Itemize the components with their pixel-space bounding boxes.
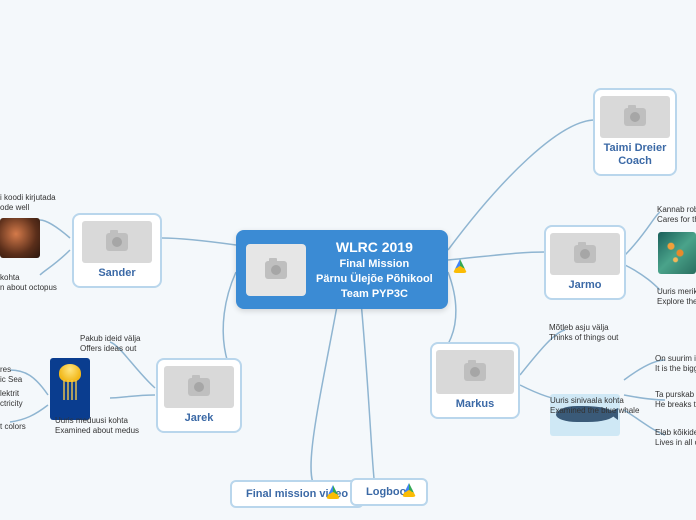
camera-icon — [265, 261, 287, 279]
markus-node[interactable]: Markus — [430, 342, 520, 419]
jarek-label: Jarek — [185, 412, 214, 425]
jarek-note-bot3: t colors — [0, 422, 26, 432]
center-title-block: WLRC 2019 Final Mission Pärnu Ülejõe Põh… — [316, 238, 433, 301]
sander-note-bot: kohta n about octopus — [0, 273, 57, 293]
coach-label: Taimi Dreier Coach — [604, 142, 667, 168]
markus-note-r1: On suurim ima It is the bigge — [655, 354, 696, 374]
jarek-note-mid1: res ic Sea — [0, 365, 22, 385]
sander-node[interactable]: Sander — [72, 213, 162, 288]
markus-note-bot: Uuris sinivaala kohta Examined the blue … — [550, 396, 639, 416]
camera-icon — [464, 363, 486, 381]
markus-note-r2: Ta purskab pe He breaks the — [655, 390, 696, 410]
gdrive-icon[interactable] — [453, 259, 467, 273]
center-line4: Team PYP3C — [316, 287, 433, 302]
sander-placeholder — [82, 221, 152, 263]
camera-icon — [188, 378, 210, 396]
center-title: WLRC 2019 — [316, 238, 433, 257]
center-line3: Pärnu Ülejõe Põhikool — [316, 272, 433, 287]
sander-label: Sander — [98, 267, 135, 280]
jarek-node[interactable]: Jarek — [156, 358, 242, 433]
coach-node[interactable]: Taimi Dreier Coach — [593, 88, 677, 176]
jarek-placeholder — [164, 366, 234, 408]
jarmo-note-bot: Uuris merikilp Explore the s — [657, 287, 696, 307]
jellyfish-thumb — [50, 358, 90, 420]
center-image-placeholder — [246, 244, 306, 296]
final-mission-video-link[interactable]: Final mission video — [230, 480, 364, 508]
jarmo-placeholder — [550, 233, 620, 275]
markus-note-r3: Elab kõikides o Lives in all oce — [655, 428, 696, 448]
jarek-note-bot: Uuris meduusi kohta Examined about medus — [55, 416, 139, 436]
center-line2: Final Mission — [316, 257, 433, 272]
camera-icon — [106, 233, 128, 251]
logbook-link[interactable]: Logbook — [350, 478, 428, 506]
coach-name: Taimi Dreier — [604, 142, 667, 155]
center-node[interactable]: WLRC 2019 Final Mission Pärnu Ülejõe Põh… — [236, 230, 448, 309]
camera-icon — [624, 108, 646, 126]
coral-thumb — [658, 232, 696, 274]
jarmo-node[interactable]: Jarmo — [544, 225, 626, 300]
coach-role: Coach — [604, 155, 667, 168]
camera-icon — [574, 245, 596, 263]
coach-placeholder — [600, 96, 670, 138]
markus-placeholder — [436, 350, 514, 394]
octopus-thumb — [0, 218, 40, 258]
jarmo-label: Jarmo — [568, 279, 601, 292]
jarmo-note-top: Kannab robot Cares for the — [657, 205, 696, 225]
markus-note-top: Mõtleb asju välja Thinks of things out — [549, 323, 618, 343]
sander-note-top: i koodi kirjutada ode well — [0, 193, 56, 213]
jarek-note-top: Pakub ideid välja Offers ideas out — [80, 334, 140, 354]
markus-label: Markus — [456, 398, 495, 411]
jarek-note-mid2: lektrit ctricity — [0, 389, 23, 409]
